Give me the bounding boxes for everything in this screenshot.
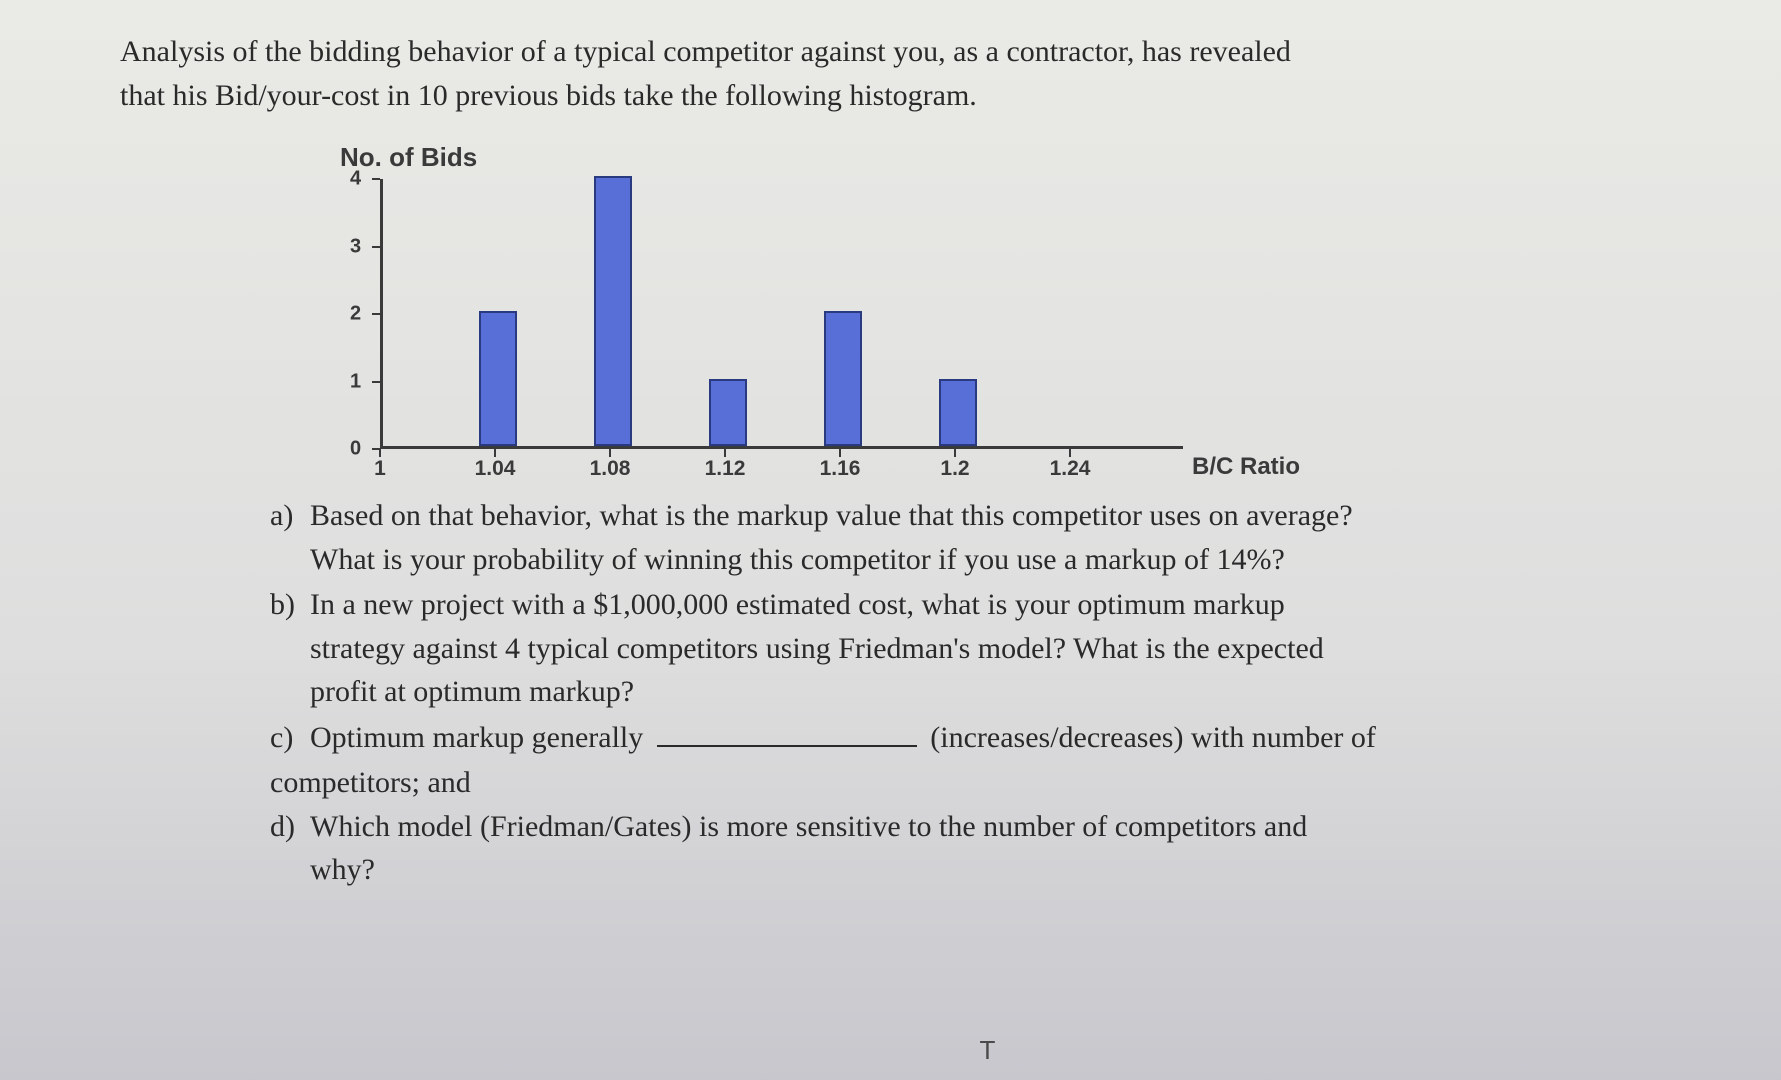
question-c: c) Optimum markup generally (increases/d… — [270, 716, 1621, 760]
y-tick-label: 1 — [350, 370, 361, 393]
question-letter: c) — [270, 716, 310, 760]
question-letter: a) — [270, 494, 310, 581]
x-tick-mark — [954, 449, 956, 457]
question-text: In a new project with a $1,000,000 estim… — [310, 583, 1621, 714]
y-tick-mark — [372, 246, 380, 248]
qc-pre: Optimum markup generally — [310, 721, 651, 754]
question-text: Optimum markup generally (increases/decr… — [310, 716, 1621, 760]
qd-line2: why? — [310, 853, 375, 886]
x-tick-label: 1.16 — [820, 457, 861, 481]
x-tick-mark — [724, 449, 726, 457]
question-c-line2: competitors; and — [270, 761, 1621, 805]
x-tick-mark — [494, 449, 496, 457]
y-tick-label: 2 — [350, 303, 361, 326]
qd-line1: Which model (Friedman/Gates) is more sen… — [310, 810, 1307, 843]
qc-post: (increases/decreases) with number of — [923, 721, 1376, 754]
histogram-bar — [479, 311, 517, 446]
y-tick-mark — [372, 381, 380, 383]
plot-area — [380, 179, 1183, 449]
question-text: Which model (Friedman/Gates) is more sen… — [310, 805, 1621, 892]
y-tick-mark — [372, 178, 380, 180]
qb-line1: In a new project with a $1,000,000 estim… — [310, 588, 1285, 621]
y-tick-mark — [372, 313, 380, 315]
histogram-bar — [594, 176, 632, 446]
x-tick-label: 1.24 — [1050, 457, 1091, 481]
text-cursor-icon: T — [980, 1035, 996, 1066]
page-root: Analysis of the bidding behavior of a ty… — [0, 0, 1781, 1080]
chart-y-title: No. of Bids — [340, 142, 1661, 173]
x-tick-mark — [839, 449, 841, 457]
y-tick-label: 0 — [350, 438, 361, 461]
question-d: d) Which model (Friedman/Gates) is more … — [270, 805, 1621, 892]
histogram-bar — [939, 379, 977, 447]
y-tick-label: 3 — [350, 235, 361, 258]
x-axis-label: B/C Ratio — [1192, 453, 1300, 481]
questions-block: a) Based on that behavior, what is the m… — [270, 494, 1621, 892]
fill-blank — [657, 745, 917, 747]
intro-line-1: Analysis of the bidding behavior of a ty… — [120, 35, 1291, 68]
question-letter: d) — [270, 805, 310, 892]
x-tick-label: 1 — [374, 457, 386, 481]
x-tick-mark — [609, 449, 611, 457]
intro-line-2: that his Bid/your-cost in 10 previous bi… — [120, 79, 977, 112]
histogram-bar — [824, 311, 862, 446]
histogram-chart: B/C Ratio 4321011.041.081.121.161.21.24 — [340, 179, 1240, 489]
question-a: a) Based on that behavior, what is the m… — [270, 494, 1621, 581]
y-tick-label: 4 — [350, 168, 361, 191]
qb-line3: profit at optimum markup? — [310, 675, 634, 708]
histogram-bar — [709, 379, 747, 447]
question-letter: b) — [270, 583, 310, 714]
x-tick-label: 1.2 — [940, 457, 969, 481]
question-text: Based on that behavior, what is the mark… — [310, 494, 1621, 581]
question-b: b) In a new project with a $1,000,000 es… — [270, 583, 1621, 714]
x-tick-label: 1.12 — [705, 457, 746, 481]
x-tick-label: 1.08 — [590, 457, 631, 481]
qa-line2: What is your probability of winning this… — [310, 543, 1285, 576]
intro-paragraph: Analysis of the bidding behavior of a ty… — [120, 30, 1661, 117]
qa-line1: Based on that behavior, what is the mark… — [310, 499, 1353, 532]
x-tick-mark — [379, 449, 381, 457]
x-tick-mark — [1069, 449, 1071, 457]
x-tick-label: 1.04 — [475, 457, 516, 481]
histogram-region: No. of Bids B/C Ratio 4321011.041.081.12… — [340, 142, 1661, 489]
qb-line2: strategy against 4 typical competitors u… — [310, 632, 1324, 665]
